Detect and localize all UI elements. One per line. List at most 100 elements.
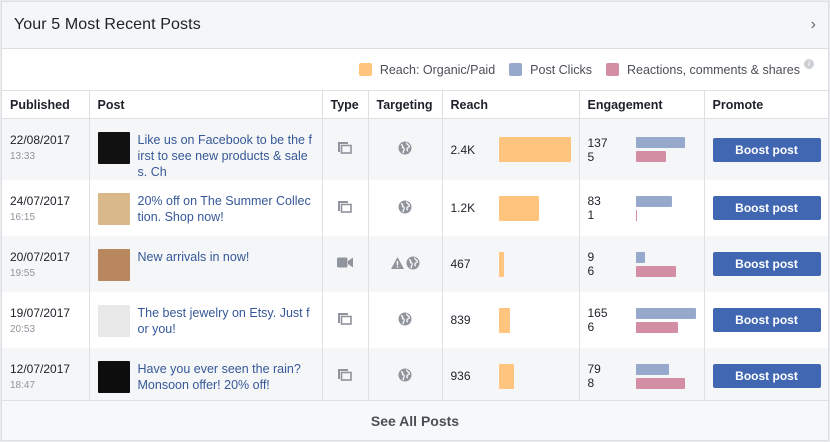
reach-value: 839: [450, 313, 471, 327]
info-icon[interactable]: i: [804, 58, 814, 69]
multi-photo-icon: [338, 200, 352, 216]
table-row: 19/07/2017 20:53 The best jewelry on Ets…: [2, 292, 828, 348]
col-published: Published: [2, 90, 89, 119]
post-clicks-bar: [635, 137, 685, 148]
globe-icon: [398, 200, 412, 217]
post-thumbnail[interactable]: [97, 193, 130, 225]
boost-post-button[interactable]: Boost post: [712, 137, 821, 162]
post-thumbnail[interactable]: [97, 132, 130, 164]
post-thumbnail[interactable]: [97, 249, 130, 281]
legend-label: Post Clicks: [530, 62, 592, 77]
reach-bar: [498, 251, 504, 277]
posts-table: Published Post Type Targeting Reach Enga…: [2, 90, 828, 404]
reactions-value: 1: [587, 208, 595, 222]
targeting-cell: [367, 348, 442, 404]
reactions-bar: [635, 321, 678, 333]
reactions-value: 8: [587, 376, 595, 390]
reach-value: 467: [450, 257, 471, 271]
post-clicks-bar: [635, 195, 672, 207]
col-promote: Promote: [703, 90, 828, 119]
post-date: 19/07/2017: [10, 306, 71, 320]
multi-photo-icon: [338, 312, 352, 328]
boost-post-button[interactable]: Boost post: [712, 196, 821, 220]
globe-icon: [398, 312, 412, 329]
post-clicks-value: 165: [587, 306, 608, 320]
reactions-bar: [635, 377, 685, 389]
post-clicks-bar: [635, 307, 696, 319]
table-header-row: Published Post Type Targeting Reach Enga…: [2, 90, 828, 119]
video-icon: [337, 257, 353, 271]
post-time: 13:33: [10, 151, 36, 162]
post-date: 20/07/2017: [10, 250, 71, 264]
type-cell: [321, 348, 368, 404]
multi-photo-icon: [338, 142, 352, 157]
type-cell: [321, 180, 368, 236]
reactions-bar: [635, 151, 666, 162]
post-text-link[interactable]: The best jewelry on Etsy. Just for you!: [137, 306, 310, 336]
clicks-swatch-icon: [509, 63, 523, 76]
post-text-link[interactable]: Have you ever seen the rain? Monsoon off…: [137, 362, 301, 392]
globe-icon: [406, 256, 420, 273]
boost-post-button[interactable]: Boost post: [712, 364, 821, 388]
type-cell: [321, 292, 368, 348]
legend-item-post-clicks: Post Clicks: [509, 63, 592, 77]
boost-post-button[interactable]: Boost post: [712, 308, 821, 332]
post-thumbnail[interactable]: [97, 361, 130, 393]
reactions-bar: [635, 265, 676, 277]
post-clicks-value: 137: [587, 135, 608, 150]
table-row: 12/07/2017 18:47 Have you ever seen the …: [2, 348, 828, 404]
legend-item-reactions: Reactions, comments & shares i: [606, 58, 814, 77]
reactions-value: 6: [587, 264, 595, 278]
targeting-cell: [367, 118, 442, 180]
card-header: Your 5 Most Recent Posts ›: [2, 2, 828, 49]
col-post: Post: [88, 90, 322, 119]
post-time: 16:15: [10, 212, 36, 223]
post-time: 18:47: [10, 380, 36, 391]
table-row: 22/08/2017 13:33 Like us on Facebook to …: [2, 118, 828, 180]
post-date: 24/07/2017: [10, 194, 71, 208]
reactions-swatch-icon: [606, 63, 619, 76]
reach-bar: [498, 195, 539, 221]
table-row: 24/07/2017 16:15 20% off on The Summer C…: [2, 180, 828, 236]
type-cell: [321, 118, 368, 180]
type-cell: [321, 236, 368, 292]
legend: Reach: Organic/Paid Post Clicks Reaction…: [2, 49, 828, 90]
post-text-link[interactable]: 20% off on The Summer Collection. Shop n…: [137, 194, 311, 224]
post-clicks-value: 83: [587, 194, 601, 208]
targeting-cell: [367, 180, 442, 236]
post-text-link[interactable]: Like us on Facebook to be the first to s…: [137, 133, 312, 179]
post-clicks-value: 9: [587, 250, 595, 264]
multi-photo-icon: [338, 368, 352, 384]
post-clicks-bar: [635, 363, 669, 375]
legend-item-reach: Reach: Organic/Paid: [358, 63, 495, 77]
table-row: 20/07/2017 19:55 New arrivals in now! 46…: [2, 236, 828, 292]
card-title: Your 5 Most Recent Posts: [14, 16, 201, 33]
post-thumbnail[interactable]: [97, 305, 130, 337]
legend-label: Reactions, comments & shares: [627, 62, 800, 77]
reach-bar: [498, 307, 510, 333]
reactions-value: 5: [587, 149, 595, 164]
reach-bar: [498, 137, 571, 162]
post-time: 19:55: [10, 268, 36, 279]
globe-icon: [398, 368, 412, 385]
post-date: 12/07/2017: [10, 362, 71, 376]
col-reach: Reach: [441, 90, 579, 119]
reach-value: 936: [450, 369, 471, 383]
col-engagement: Engagement: [578, 90, 704, 119]
targeting-cell: [367, 236, 442, 292]
post-clicks-bar: [635, 251, 645, 263]
reach-value: 1.2K: [450, 201, 476, 215]
globe-icon: [398, 141, 412, 158]
reach-bar: [498, 363, 514, 389]
reach-value: 2.4K: [450, 142, 476, 157]
post-time: 20:53: [10, 324, 36, 335]
post-text-link[interactable]: New arrivals in now!: [137, 250, 250, 264]
reach-swatch-icon: [358, 63, 372, 76]
boost-post-button[interactable]: Boost post: [712, 252, 821, 276]
see-all-posts-link[interactable]: See All Posts: [2, 400, 828, 440]
targeting-cell: [367, 292, 442, 348]
chevron-right-icon[interactable]: ›: [810, 16, 816, 33]
reactions-value: 6: [587, 320, 595, 334]
post-clicks-value: 79: [587, 362, 601, 376]
